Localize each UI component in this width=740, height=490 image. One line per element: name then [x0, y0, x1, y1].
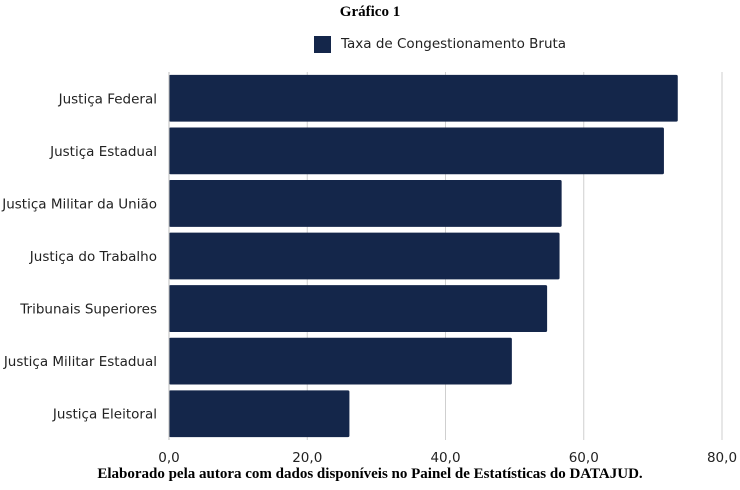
x-tick-label: 20,0 [292, 450, 322, 466]
chart-title: Gráfico 1 [339, 4, 401, 20]
bar [169, 180, 562, 227]
category-label: Tribunais Superiores [19, 302, 157, 318]
x-tick-label: 80,0 [707, 450, 737, 466]
x-tick-label: 0,0 [158, 450, 179, 466]
category-label: Justiça Federal [58, 91, 157, 107]
category-label: Justiça do Trabalho [29, 249, 157, 265]
x-tick-label: 60,0 [569, 450, 599, 466]
legend-swatch [314, 35, 331, 53]
legend-label: Taxa de Congestionamento Bruta [341, 36, 567, 52]
bar [169, 127, 664, 175]
bar [169, 337, 512, 385]
legend: Taxa de Congestionamento Bruta [314, 34, 566, 54]
bar [169, 74, 678, 122]
category-label: Justiça Militar da União [1, 196, 157, 212]
category-label: Justiça Estadual [49, 144, 157, 160]
x-tick-label: 40,0 [430, 450, 460, 466]
bar [169, 285, 548, 332]
category-label: Justiça Eleitoral [52, 407, 157, 423]
source-note: Elaborado pela autora com dados disponív… [97, 466, 643, 482]
bar [169, 390, 350, 438]
category-label: Justiça Militar Estadual [3, 354, 157, 370]
bar [169, 232, 560, 280]
